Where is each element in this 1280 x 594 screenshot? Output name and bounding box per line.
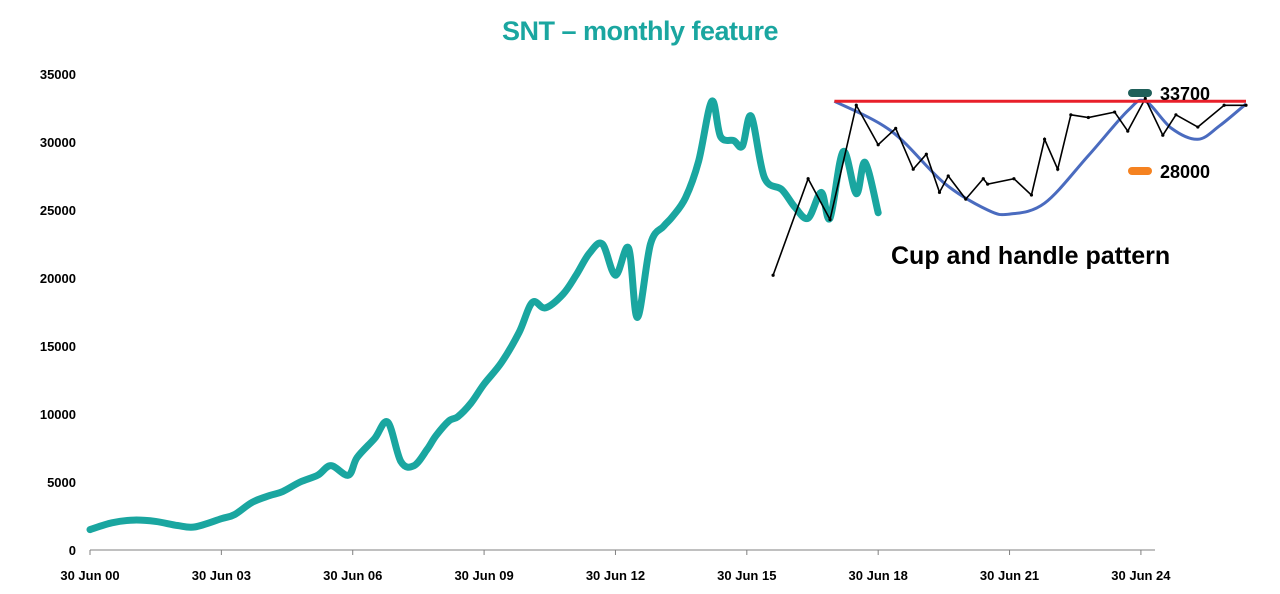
- zigzag-point: [946, 174, 950, 178]
- x-tick-label: 30 Jun 21: [980, 568, 1039, 583]
- price-marker-label: 33700: [1160, 84, 1210, 104]
- zigzag-point: [771, 273, 775, 277]
- zigzag-point: [1012, 177, 1016, 181]
- y-tick-label: 25000: [40, 203, 76, 218]
- zigzag-point: [1086, 115, 1090, 120]
- zigzag-point: [924, 152, 928, 156]
- axes: 0 5000 10000 15000 20000 25000 30000 35000 30 Ju…: [40, 67, 1171, 583]
- zigzag-point: [1069, 113, 1073, 117]
- price-series: [86, 97, 882, 534]
- zigzag-point: [911, 167, 915, 171]
- y-tick-label: 5000: [47, 475, 76, 490]
- x-tick-label: 30 Jun 24: [1111, 568, 1171, 583]
- y-tick-label: 0: [69, 543, 76, 558]
- y-tick-label: 10000: [40, 407, 76, 422]
- zigzag-point: [1113, 110, 1117, 114]
- price-marker-label: 28000: [1160, 162, 1210, 182]
- zigzag-point: [894, 126, 898, 130]
- zigzag-point: [1174, 113, 1178, 117]
- x-tick-label: 30 Jun 09: [454, 568, 513, 583]
- series-line: [86, 97, 882, 534]
- zigzag-point: [1056, 167, 1060, 171]
- zigzag-point: [981, 177, 985, 181]
- cup-curve-path: [833, 98, 1247, 217]
- zigzag-point: [1029, 193, 1034, 197]
- pattern-label: Cup and handle pattern: [891, 242, 1170, 270]
- zigzag-point: [1196, 125, 1200, 129]
- price-marker-swatch: [1128, 167, 1152, 175]
- y-tick-label: 20000: [40, 271, 76, 286]
- x-tick-label: 30 Jun 06: [323, 568, 382, 583]
- chart-title: SNT – monthly feature: [501, 16, 779, 46]
- zigzag-point: [806, 177, 810, 181]
- y-tick-label: 35000: [40, 67, 76, 82]
- y-tick-label: 30000: [40, 135, 76, 150]
- zigzag-point: [854, 103, 858, 107]
- annotation-labels: Cup and handle pattern: [891, 242, 1170, 270]
- x-tick-label: 30 Jun 00: [60, 568, 119, 583]
- x-tick-label: 30 Jun 18: [849, 568, 908, 583]
- price-marker-swatch: [1128, 89, 1152, 97]
- zigzag-point: [1143, 96, 1147, 101]
- zigzag-point: [828, 217, 832, 222]
- zigzag-point: [876, 143, 880, 147]
- cup-curve: [833, 98, 1247, 217]
- zigzag-line: [771, 96, 1248, 277]
- price-markers: 33700 28000: [1128, 84, 1210, 182]
- zigzag-point: [1222, 103, 1226, 107]
- zigzag-point: [1161, 133, 1165, 137]
- zigzag-point: [1126, 129, 1130, 133]
- zigzag-point: [964, 197, 968, 201]
- x-tick-label: 30 Jun 15: [717, 568, 776, 583]
- x-tick-label: 30 Jun 12: [586, 568, 645, 583]
- x-tick-label: 30 Jun 03: [192, 568, 251, 583]
- y-tick-label: 15000: [40, 339, 76, 354]
- zigzag-point: [937, 190, 942, 194]
- zigzag-point: [986, 182, 990, 186]
- zigzag-point: [1244, 103, 1248, 107]
- zigzag-point: [1042, 137, 1047, 141]
